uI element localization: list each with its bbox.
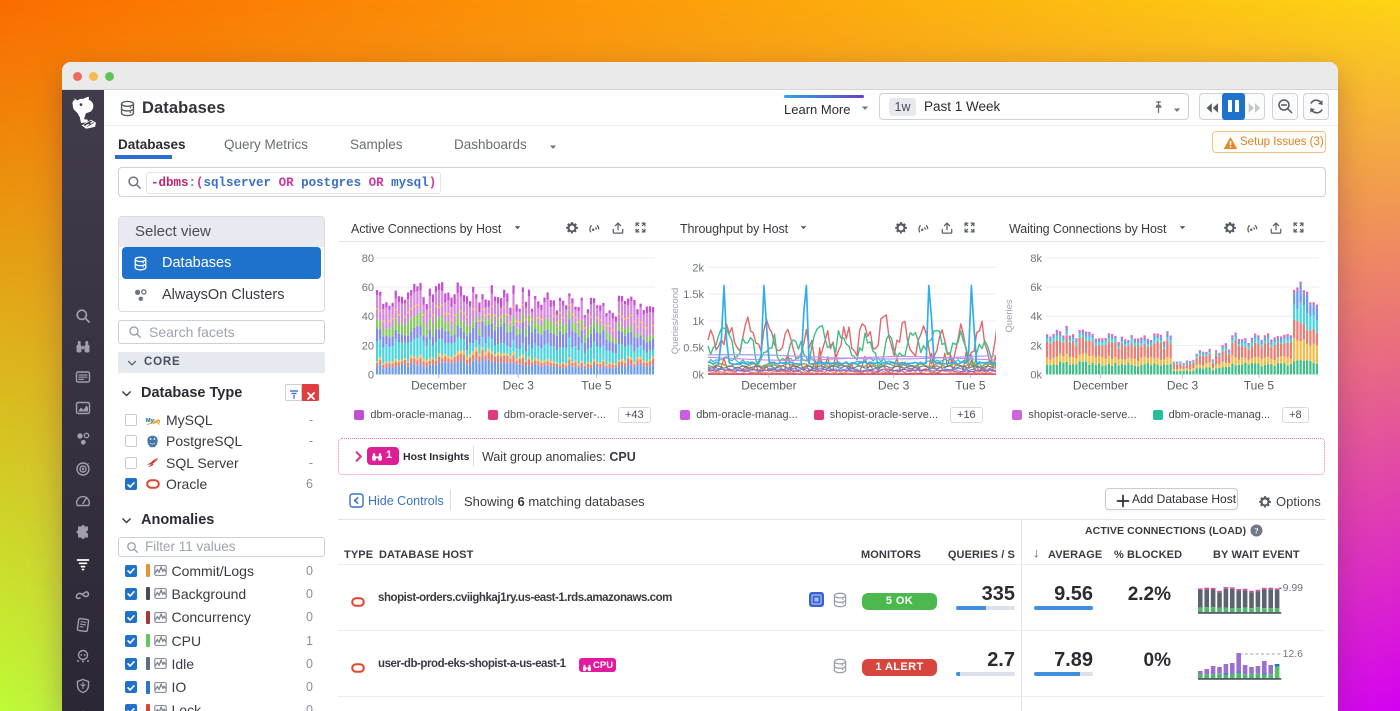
svg-text:My: My xyxy=(146,418,155,424)
svg-text:2k: 2k xyxy=(692,262,704,274)
svg-text:Queries/second: Queries/second xyxy=(670,288,681,355)
svg-text:0: 0 xyxy=(368,370,374,382)
svg-text:Tue 5: Tue 5 xyxy=(1244,379,1275,393)
svg-text:1k: 1k xyxy=(692,316,704,328)
svg-text:Queries: Queries xyxy=(1004,299,1015,333)
svg-text:6k: 6k xyxy=(1030,282,1042,294)
svg-text:1.5k: 1.5k xyxy=(683,289,704,301)
svg-text:0.5k: 0.5k xyxy=(683,343,704,355)
svg-text:Tue 5: Tue 5 xyxy=(581,379,612,393)
svg-text:?: ? xyxy=(1254,525,1258,535)
svg-text:8k: 8k xyxy=(1030,253,1042,265)
svg-text:40: 40 xyxy=(362,311,374,323)
svg-text:2k: 2k xyxy=(1030,340,1042,352)
svg-text:4k: 4k xyxy=(1030,311,1042,323)
svg-text:0k: 0k xyxy=(692,370,704,382)
svg-text:12.6: 12.6 xyxy=(1283,648,1304,660)
svg-text:0k: 0k xyxy=(1030,370,1042,382)
svg-text:Tue 5: Tue 5 xyxy=(955,379,986,393)
svg-text:Dec 3: Dec 3 xyxy=(1167,379,1199,393)
svg-text:20: 20 xyxy=(362,340,374,352)
svg-text:December: December xyxy=(1073,379,1128,393)
svg-text:Dec 3: Dec 3 xyxy=(878,379,910,393)
svg-text:9.99: 9.99 xyxy=(1283,582,1304,594)
svg-text:80: 80 xyxy=(362,253,374,265)
svg-text:December: December xyxy=(741,379,796,393)
svg-text:December: December xyxy=(411,379,466,393)
svg-text:60: 60 xyxy=(362,282,374,294)
svg-text:Dec 3: Dec 3 xyxy=(503,379,535,393)
